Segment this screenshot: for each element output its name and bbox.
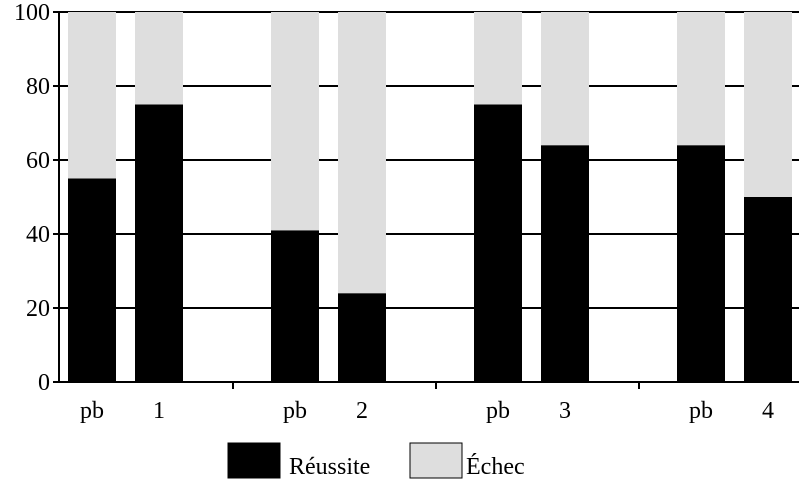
axes — [58, 12, 799, 383]
y-tick-label: 80 — [26, 74, 50, 100]
x-tick-label: 4 — [762, 398, 774, 424]
x-tick-label: pb — [689, 398, 713, 424]
x-axis-ticks: pb 1 pb 2 pb 3 pb 4 — [80, 382, 774, 424]
bar-echec — [135, 12, 183, 105]
x-tick-label: pb — [486, 398, 510, 424]
x-tick-label: 3 — [559, 398, 571, 424]
x-tick-label: pb — [80, 398, 104, 424]
bar-echec — [338, 12, 386, 294]
bar-reussite — [541, 145, 589, 382]
bar-echec — [541, 12, 589, 146]
bars — [68, 12, 792, 382]
x-tick-label: pb — [283, 398, 307, 424]
legend-swatch-reussite — [227, 442, 281, 479]
bar-echec — [271, 12, 319, 231]
y-tick-label: 0 — [38, 370, 50, 396]
legend-label-reussite: Réussite — [289, 454, 370, 480]
y-tick-label: 60 — [26, 148, 50, 174]
bar-reussite — [744, 197, 792, 382]
bar-reussite — [474, 104, 522, 382]
y-tick-label: 20 — [26, 296, 50, 322]
bar-reussite — [338, 293, 386, 382]
legend-swatch-echec — [409, 442, 463, 479]
y-tick-label: 100 — [14, 0, 50, 26]
bar-reussite — [135, 104, 183, 382]
bar-reussite — [677, 145, 725, 382]
x-tick-label: 1 — [153, 398, 165, 424]
x-tick-label: 2 — [356, 398, 368, 424]
y-axis-ticks: 0 20 40 60 80 100 — [14, 0, 59, 396]
bar-echec — [677, 12, 725, 146]
legend: Réussite Échec — [227, 442, 525, 480]
bar-reussite — [68, 178, 116, 382]
bar-reussite — [271, 230, 319, 382]
bar-echec — [474, 12, 522, 105]
legend-label-echec: Échec — [466, 454, 525, 480]
bar-echec — [68, 12, 116, 179]
bar-echec — [744, 12, 792, 197]
y-tick-label: 40 — [26, 222, 50, 248]
